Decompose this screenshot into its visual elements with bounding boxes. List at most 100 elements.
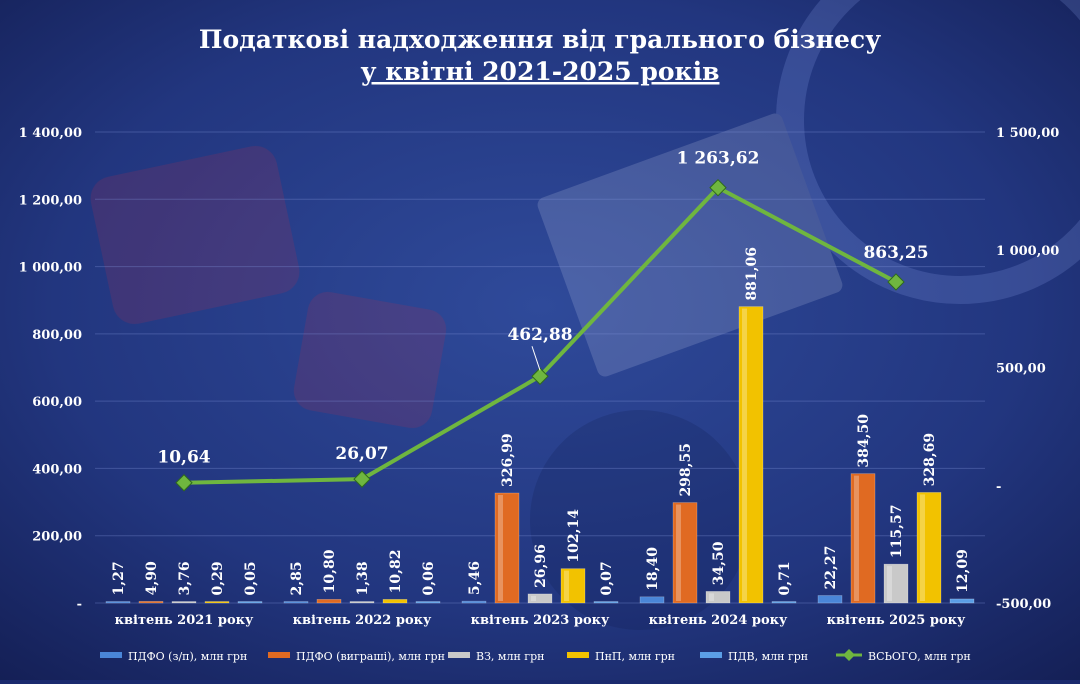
- x-tick-label: квітень 2023 року: [471, 613, 610, 628]
- x-axis: квітень 2021 року квітень 2022 року квітен…: [115, 613, 966, 628]
- bar: [593, 601, 619, 604]
- bar: [949, 598, 975, 604]
- legend-label: ВЗ, млн грн: [476, 650, 544, 663]
- bars: [105, 306, 975, 604]
- dice-shape: [90, 145, 300, 325]
- bar-highlight: [709, 593, 714, 601]
- total-leader-line: [531, 346, 541, 371]
- bar: [916, 492, 942, 604]
- left-axis: - 200,00 400,00 600,00 800,00 1 000,00 1 200,0…: [19, 126, 82, 612]
- legend-label: ВСЬОГО, млн грн: [868, 650, 971, 663]
- legend: ПДФО (з/п), млн грн ПДФО (виграші), млн г…: [100, 649, 971, 663]
- bar-value-label: 18,40: [645, 547, 661, 591]
- total-point: [709, 178, 727, 197]
- legend-label: ПДВ, млн грн: [728, 650, 808, 663]
- legend-swatch: [448, 652, 470, 658]
- bar-value-label: 115,57: [889, 505, 905, 559]
- bar-value-label: 0,29: [210, 561, 226, 595]
- bar-value-label: 26,96: [533, 544, 549, 588]
- total-value-label: 1 263,62: [677, 149, 760, 169]
- total-value-label: 462,88: [507, 325, 572, 345]
- bar: [705, 591, 731, 604]
- bar-value-label: 22,27: [823, 546, 839, 590]
- right-tick-label: 500,00: [996, 362, 1046, 377]
- total-point: [887, 273, 905, 291]
- bar-highlight: [531, 595, 536, 601]
- bar-value-label: 102,14: [566, 509, 582, 563]
- bar-highlight: [742, 308, 747, 601]
- bar: [883, 563, 909, 604]
- bar: [639, 596, 665, 604]
- bar-value-label: 0,06: [421, 561, 437, 595]
- right-tick-label: 1 500,00: [996, 126, 1059, 141]
- chart-title-line1: Податкові надходження від грального бізн…: [199, 25, 881, 54]
- right-tick-label: -500,00: [996, 597, 1051, 612]
- bar-value-label: 10,82: [388, 550, 404, 594]
- bar-value-labels: 1,27 4,90 3,76 0,29 0,05 2,85 10,80 1,38 10,82 0,…: [111, 247, 971, 596]
- chart-title-line2: у квітні 2021-2025 років: [361, 57, 720, 86]
- left-tick-label: 1 200,00: [19, 193, 82, 208]
- bar: [283, 601, 309, 604]
- bar: [461, 600, 487, 604]
- legend-swatch: [100, 652, 122, 658]
- legend-swatch: [567, 652, 589, 658]
- bar: [382, 599, 408, 604]
- legend-marker: [843, 649, 855, 661]
- left-tick-label: 400,00: [32, 462, 82, 477]
- total-point: [353, 470, 371, 488]
- bar-value-label: 0,71: [777, 561, 793, 595]
- left-tick-label: 800,00: [32, 328, 82, 343]
- legend-swatch: [268, 652, 290, 658]
- bar-value-label: 10,80: [322, 549, 338, 593]
- bar: [771, 601, 797, 604]
- total-point: [531, 367, 549, 385]
- bar-highlight: [887, 566, 892, 601]
- bar-value-label: 326,99: [500, 433, 516, 487]
- bar-value-label: 881,06: [744, 247, 760, 301]
- bar: [738, 306, 764, 604]
- bar-value-label: 328,69: [922, 433, 938, 487]
- bar-value-label: 0,07: [599, 561, 615, 595]
- bar: [138, 601, 164, 604]
- x-tick-label: квітень 2024 року: [649, 613, 788, 628]
- x-tick-label: квітень 2022 року: [293, 613, 432, 628]
- x-tick-label: квітень 2021 року: [115, 613, 254, 628]
- legend-label: ПДФО (з/п), млн грн: [128, 650, 247, 663]
- bar-highlight: [564, 570, 569, 601]
- bar-value-label: 2,85: [289, 561, 305, 595]
- legend-swatch: [700, 652, 722, 658]
- dice-shape: [293, 291, 447, 429]
- bar-value-label: 3,76: [177, 561, 193, 595]
- bar: [527, 593, 553, 604]
- roulette-shape: [776, 0, 1080, 304]
- bar-value-label: 0,05: [243, 561, 259, 595]
- bar: [316, 599, 342, 604]
- bar: [171, 601, 197, 604]
- bar: [817, 595, 843, 604]
- bar-value-label: 4,90: [144, 561, 160, 595]
- bar-highlight: [854, 475, 859, 601]
- bar: [204, 601, 230, 604]
- total-value-label: 10,64: [157, 448, 210, 468]
- bar: [237, 601, 263, 604]
- bar: [349, 601, 375, 604]
- right-tick-label: -: [996, 479, 1001, 494]
- left-tick-label: 200,00: [32, 530, 82, 545]
- right-tick-label: 1 000,00: [996, 244, 1059, 259]
- card-shape: [537, 113, 843, 377]
- legend-label: ПДФО (виграші), млн грн: [296, 650, 445, 663]
- left-tick-label: 1 400,00: [19, 126, 82, 141]
- bar-value-label: 298,55: [678, 443, 694, 497]
- bar-value-label: 5,46: [467, 561, 483, 595]
- bar-value-label: 384,50: [856, 414, 872, 468]
- left-tick-label: -: [77, 597, 82, 612]
- bar: [672, 502, 698, 604]
- bar-highlight: [920, 494, 925, 601]
- total-point: [175, 474, 193, 492]
- left-tick-label: 600,00: [32, 395, 82, 410]
- right-axis: -500,00-500,001 000,001 500,00: [996, 126, 1059, 612]
- bar: [560, 568, 586, 604]
- bar-value-label: 12,09: [955, 549, 971, 593]
